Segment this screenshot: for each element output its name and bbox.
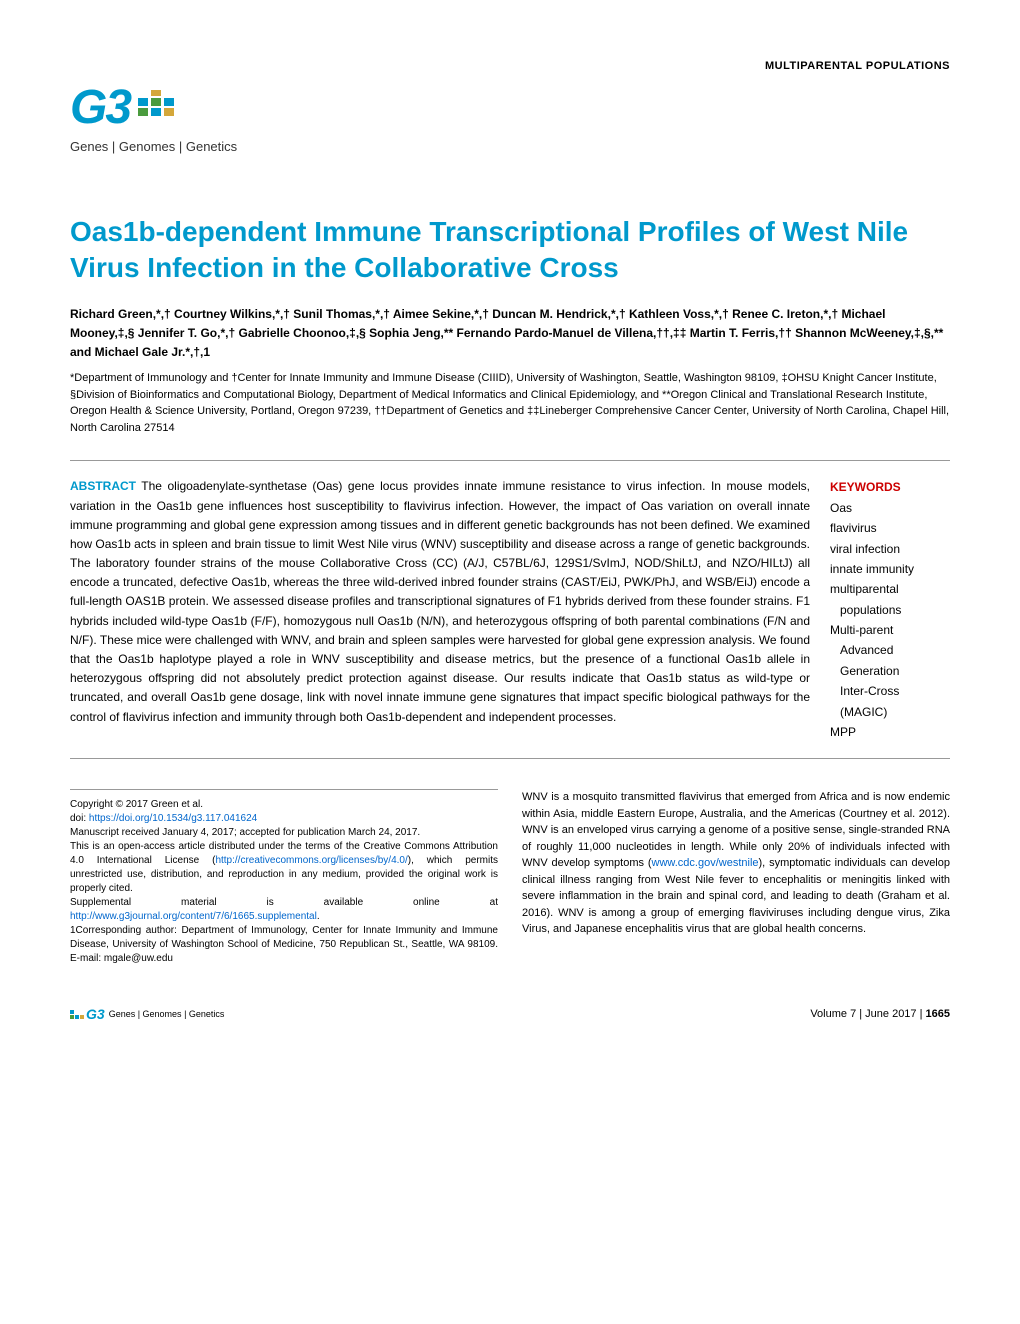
left-column: Copyright © 2017 Green et al. doi: https… [70, 789, 498, 966]
license-link[interactable]: http://creativecommons.org/licenses/by/4… [215, 855, 407, 866]
author-list: Richard Green,*,† Courtney Wilkins,*,† S… [70, 305, 950, 363]
body-columns: Copyright © 2017 Green et al. doi: https… [70, 789, 950, 966]
journal-logo: G3 Genes | Genomes | Genetics [70, 80, 950, 154]
keyword: innate immunity [830, 559, 950, 579]
page-footer: G3 Genes | Genomes | Genetics Volume 7 |… [70, 1006, 950, 1022]
abstract-label: ABSTRACT [70, 479, 136, 493]
keyword: Generation [830, 661, 950, 681]
supplemental-text: Supplemental material is available onlin… [70, 897, 498, 908]
footer-logo-text: G3 [86, 1006, 105, 1022]
footer-logo-subtitle: Genes | Genomes | Genetics [109, 1009, 225, 1019]
keyword: multiparental [830, 579, 950, 599]
keyword: Advanced [830, 640, 950, 660]
right-column: WNV is a mosquito transmitted flavivirus… [522, 789, 950, 966]
keyword: viral infection [830, 539, 950, 559]
keyword: flavivirus [830, 518, 950, 538]
footer-bars-icon [70, 1008, 86, 1020]
page-number: 1665 [926, 1008, 950, 1020]
affiliations: *Department of Immunology and †Center fo… [70, 370, 950, 436]
copyright: Copyright © 2017 Green et al. [70, 798, 498, 812]
abstract-text: ABSTRACT The oligoadenylate-synthetase (… [70, 477, 830, 742]
keyword: (MAGIC) [830, 702, 950, 722]
doi-link[interactable]: https://doi.org/10.1534/g3.117.041624 [89, 813, 257, 824]
keywords-label: KEYWORDS [830, 477, 950, 497]
doi-line: doi: https://doi.org/10.1534/g3.117.0416… [70, 812, 498, 826]
abstract-body: The oligoadenylate-synthetase (Oas) gene… [70, 479, 810, 723]
keyword: MPP [830, 722, 950, 742]
logo-bars-icon [138, 90, 178, 123]
journal-category: MULTIPARENTAL POPULATIONS [765, 60, 950, 72]
logo-subtitle: Genes | Genomes | Genetics [70, 139, 950, 154]
license-line: This is an open-access article distribut… [70, 840, 498, 896]
footer-issue: Volume 7 | June 2017 | 1665 [810, 1008, 950, 1020]
keyword: Oas [830, 498, 950, 518]
article-title: Oas1b-dependent Immune Transcriptional P… [70, 214, 950, 287]
keyword: populations [830, 600, 950, 620]
cdc-link[interactable]: www.cdc.gov/westnile [652, 857, 759, 869]
footer-logo: G3 Genes | Genomes | Genetics [70, 1006, 224, 1022]
footnotes: Copyright © 2017 Green et al. doi: https… [70, 789, 498, 966]
abstract-section: ABSTRACT The oligoadenylate-synthetase (… [70, 460, 950, 759]
supplemental-link[interactable]: http://www.g3journal.org/content/7/6/166… [70, 911, 317, 922]
received-line: Manuscript received January 4, 2017; acc… [70, 826, 498, 840]
keyword: Multi-parent [830, 620, 950, 640]
doi-label: doi: [70, 813, 89, 824]
corresponding-author: 1Corresponding author: Department of Imm… [70, 924, 498, 966]
logo-main-text: G3 [70, 80, 130, 135]
supplemental-period: . [317, 911, 320, 922]
keywords-column: KEYWORDS Oas flavivirus viral infection … [830, 477, 950, 742]
issue-text: Volume 7 | June 2017 | [810, 1008, 925, 1020]
keyword: Inter-Cross [830, 681, 950, 701]
supplemental-line: Supplemental material is available onlin… [70, 896, 498, 924]
